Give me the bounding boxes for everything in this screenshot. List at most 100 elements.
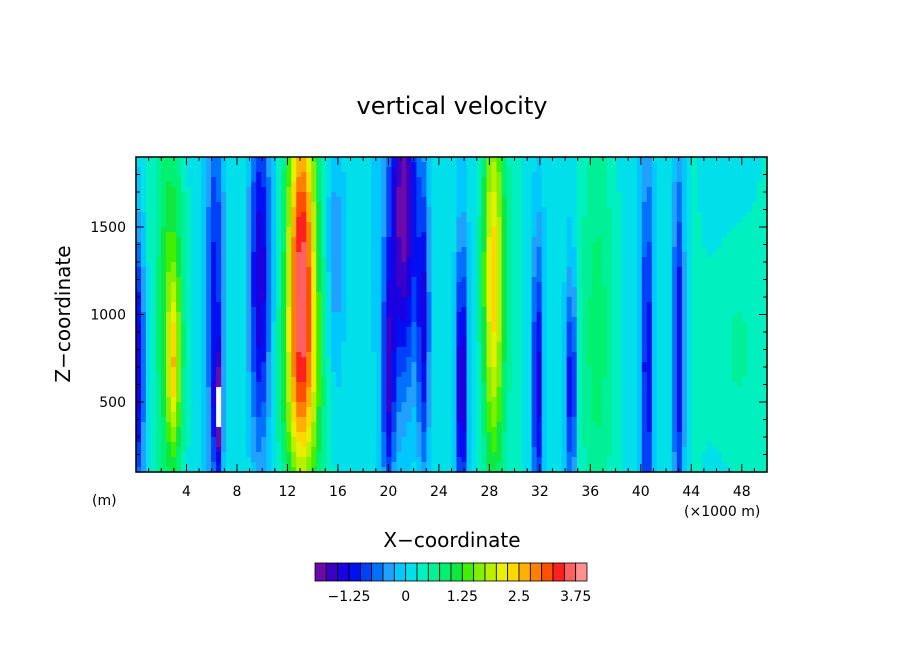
heatmap-cell	[456, 312, 463, 318]
heatmap-cell	[476, 157, 483, 163]
heatmap-cell	[756, 272, 763, 278]
heatmap-cell	[326, 292, 332, 298]
heatmap-cell	[756, 162, 763, 168]
heatmap-cell	[436, 167, 443, 173]
heatmap-cell	[526, 242, 533, 248]
heatmap-cell	[441, 282, 448, 288]
heatmap-cell	[191, 207, 197, 213]
heatmap-cell	[466, 222, 473, 228]
heatmap-cell	[261, 167, 267, 173]
heatmap-cell	[711, 182, 718, 188]
heatmap-cell	[141, 207, 147, 213]
heatmap-cell	[396, 197, 403, 203]
heatmap-cell	[371, 312, 377, 318]
heatmap-cell	[556, 232, 563, 238]
heatmap-cell	[381, 182, 387, 188]
heatmap-cell	[436, 222, 443, 228]
heatmap-cell	[611, 282, 618, 288]
heatmap-cell	[736, 222, 743, 228]
heatmap-cell	[296, 232, 302, 238]
heatmap-cell	[151, 337, 157, 343]
heatmap-cell	[541, 347, 548, 353]
heatmap-cell	[136, 282, 142, 288]
heatmap-cell	[641, 227, 648, 233]
heatmap-cell	[411, 277, 418, 283]
heatmap-cell	[141, 202, 147, 208]
heatmap-cell	[156, 192, 162, 198]
heatmap-cell	[211, 272, 217, 278]
heatmap-cell	[256, 172, 262, 178]
heatmap-cell	[496, 237, 503, 243]
heatmap-cell	[651, 332, 658, 338]
heatmap-cell	[196, 327, 202, 333]
heatmap-cell	[596, 197, 603, 203]
heatmap-cell	[736, 307, 743, 313]
heatmap-cell	[326, 302, 332, 308]
heatmap-cell	[356, 162, 362, 168]
heatmap-cell	[446, 227, 453, 233]
heatmap-cell	[511, 342, 518, 348]
heatmap-cell	[451, 222, 458, 228]
heatmap-cell	[176, 307, 182, 313]
heatmap-cell	[326, 327, 332, 333]
heatmap-cell	[451, 162, 458, 168]
heatmap-cell	[601, 177, 608, 183]
heatmap-cell	[281, 297, 287, 303]
heatmap-cell	[651, 172, 658, 178]
heatmap-cell	[161, 252, 167, 258]
heatmap-cell	[156, 197, 162, 203]
heatmap-cell	[251, 237, 257, 243]
heatmap-cell	[736, 312, 743, 318]
heatmap-cell	[391, 317, 398, 323]
heatmap-cell	[551, 217, 558, 223]
heatmap-cell	[691, 342, 698, 348]
heatmap-cell	[371, 257, 377, 263]
heatmap-cell	[231, 292, 237, 298]
heatmap-cell	[621, 237, 628, 243]
heatmap-cell	[606, 297, 613, 303]
heatmap-cell	[666, 177, 673, 183]
heatmap-cell	[166, 352, 172, 358]
heatmap-cell	[176, 282, 182, 288]
heatmap-cell	[636, 332, 643, 338]
heatmap-cell	[676, 172, 683, 178]
heatmap-cell	[596, 297, 603, 303]
heatmap-cell	[276, 337, 282, 343]
heatmap-cell	[496, 342, 503, 348]
heatmap-cell	[366, 352, 372, 358]
heatmap-cell	[561, 202, 568, 208]
heatmap-cell	[576, 162, 583, 168]
heatmap-cell	[441, 352, 448, 358]
heatmap-cell	[271, 332, 277, 338]
heatmap-cell	[196, 322, 202, 328]
heatmap-cell	[471, 272, 478, 278]
heatmap-cell	[726, 317, 733, 323]
heatmap-cell	[271, 237, 277, 243]
heatmap-cell	[471, 212, 478, 218]
heatmap-cell	[146, 187, 152, 193]
heatmap-cell	[626, 282, 633, 288]
heatmap-cell	[291, 217, 297, 223]
heatmap-cell	[686, 297, 693, 303]
heatmap-cell	[671, 157, 678, 163]
heatmap-cell	[376, 322, 382, 328]
heatmap-cell	[606, 342, 613, 348]
heatmap-cell	[151, 182, 157, 188]
heatmap-cell	[571, 222, 578, 228]
heatmap-cell	[711, 282, 718, 288]
heatmap-cell	[151, 172, 157, 178]
heatmap-cell	[621, 212, 628, 218]
heatmap-cell	[601, 312, 608, 318]
heatmap-cell	[356, 262, 362, 268]
heatmap-cell	[246, 257, 252, 263]
heatmap-cell	[136, 187, 142, 193]
heatmap-cell	[656, 242, 663, 248]
heatmap-cell	[711, 157, 718, 163]
heatmap-cell	[301, 332, 307, 338]
heatmap-cell	[471, 342, 478, 348]
heatmap-cell	[461, 327, 468, 333]
heatmap-cell	[146, 297, 152, 303]
heatmap-cell	[336, 302, 342, 308]
heatmap-cell	[626, 167, 633, 173]
heatmap-cell	[691, 182, 698, 188]
